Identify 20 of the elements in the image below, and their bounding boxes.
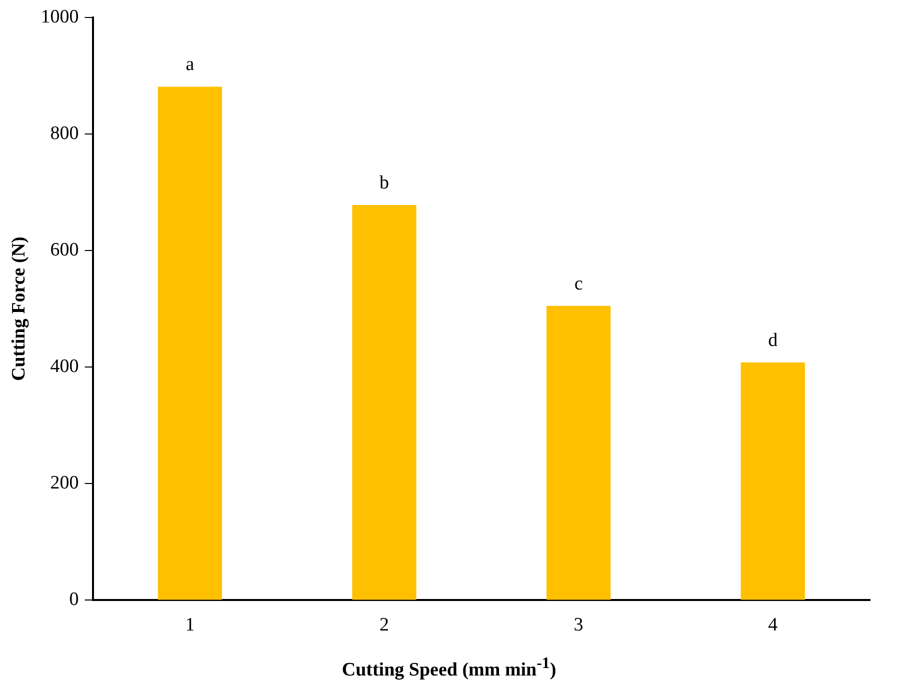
x-tick-label: 1 xyxy=(185,614,195,636)
x-tick-label: 2 xyxy=(380,614,389,636)
y-tick-label: 600 xyxy=(50,240,79,261)
x-tick-label: 3 xyxy=(574,614,584,636)
annotation: d xyxy=(768,330,778,351)
bar xyxy=(352,205,416,600)
x-axis-title: Cutting Speed (mm min$^{-1}$) xyxy=(340,654,558,681)
annotation: b xyxy=(380,172,389,194)
y-tick-label: 0 xyxy=(69,589,79,610)
y-axis-title: Cutting Force (N) xyxy=(8,236,30,381)
annotation: a xyxy=(186,54,195,76)
bar xyxy=(546,306,611,600)
x-tick-label: 4 xyxy=(768,614,778,636)
y-tick-label: 200 xyxy=(50,472,79,494)
y-tick-label: 1000 xyxy=(40,6,79,28)
y-tick-label: 400 xyxy=(50,356,79,378)
bar xyxy=(740,362,805,600)
y-tick-label: 800 xyxy=(50,122,79,144)
bar xyxy=(158,86,222,600)
annotation: c xyxy=(574,273,583,294)
